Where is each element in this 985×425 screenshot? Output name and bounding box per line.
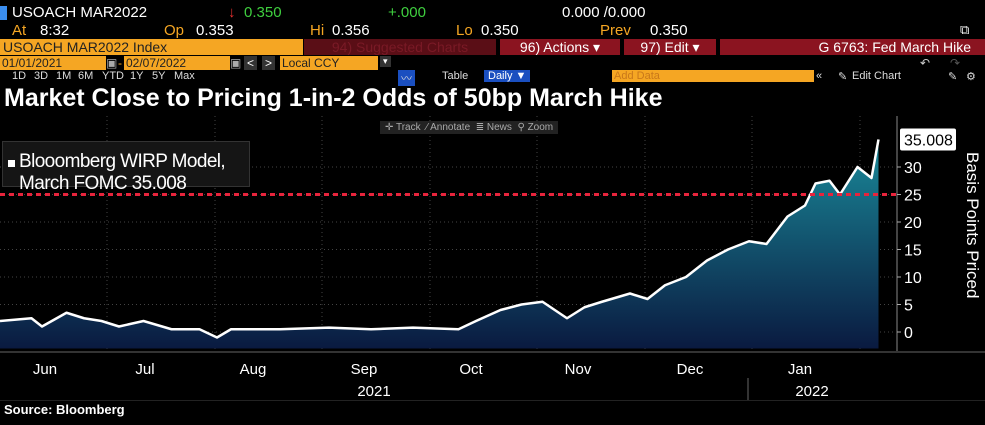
x-tick-label: Jun	[33, 361, 57, 378]
legend-label: Blooomberg WIRP Model, March FOMC 35.008	[19, 151, 226, 194]
edit-chart-button[interactable]: Edit Chart	[852, 70, 901, 82]
chart-name: G 6763: Fed March Hike	[720, 39, 985, 55]
redo-icon[interactable]: ↷	[950, 56, 961, 70]
chart-tools: ✛ Track ⁄ Annotate ≣ News ⚲ Zoom	[380, 121, 559, 134]
add-data-input[interactable]: Add Data	[612, 70, 814, 82]
prev-period-button[interactable]: <	[244, 56, 258, 70]
annotate-button[interactable]: ⁄ Annotate	[426, 122, 471, 133]
range-button-1y[interactable]: 1Y	[130, 70, 144, 82]
last-price: 0.350	[244, 4, 282, 21]
start-date-input[interactable]: 01/01/2021	[0, 56, 106, 70]
chart-area: 0 5 10 15 20 25 30 35.008 Jun Jul Aug Sep Oct Nov Dec J…	[0, 116, 985, 400]
undo-icon[interactable]: ↶	[920, 56, 931, 70]
time: 8:32	[40, 22, 70, 39]
suggested-charts-button[interactable]: 94) Suggested Charts	[304, 39, 496, 55]
hi-label: Hi	[310, 22, 325, 39]
series-line	[0, 139, 880, 339]
pencil-icon: ✎	[838, 71, 848, 83]
range-button-ytd[interactable]: YTD	[102, 70, 124, 82]
source-label: Source: Bloomberg	[4, 402, 125, 417]
actions-button[interactable]: 96) Actions ▾	[500, 39, 620, 55]
track-button[interactable]: ✛ Track	[385, 122, 421, 133]
op-value: 0.353	[196, 22, 234, 39]
y-tick-label: 25	[904, 188, 922, 205]
x-year-label: 2022	[795, 383, 828, 400]
x-year-label: 2021	[357, 383, 390, 400]
x-tick-label: Jan	[788, 361, 812, 378]
chart-type-icon[interactable]: 〰	[398, 70, 415, 86]
news-button[interactable]: ≣ News	[475, 122, 512, 133]
y-tick-label: 5	[904, 298, 913, 315]
prev-label: Prev	[600, 22, 631, 39]
gear-icon[interactable]: ⚙	[966, 71, 976, 83]
x-tick-label: Dec	[677, 361, 704, 378]
date-bar: 01/01/2021 ▣ - 02/07/2022 ▣ < > Local CC…	[0, 56, 961, 70]
quote-line-2: At 8:32 Op 0.353 Hi 0.356 Lo 0.350 Prev …	[0, 22, 985, 40]
y-tick-label: 15	[904, 243, 922, 260]
last-value-badge	[900, 128, 956, 151]
range-button-3d[interactable]: 3D	[34, 70, 49, 82]
y-tick-label: 30	[904, 160, 922, 177]
op-label: Op	[164, 22, 185, 39]
legend: Blooomberg WIRP Model, March FOMC 35.008	[2, 141, 250, 194]
table-button[interactable]: Table	[442, 70, 469, 82]
x-tick-label: Jul	[135, 361, 154, 378]
y-axis-label: Basis Points Priced	[963, 152, 982, 299]
chart-title: Market Close to Pricing 1-in-2 Odds of 5…	[4, 84, 663, 112]
blue-marker-icon	[0, 6, 7, 20]
y-tick-label: 10	[904, 270, 922, 287]
collapse-icon[interactable]: «	[816, 70, 823, 82]
prev-value: 0.350	[650, 22, 688, 39]
bid-ask: 0.000 /0.000	[562, 4, 646, 21]
command-bar: USOACH MAR2022 Index 94) Suggested Chart…	[0, 39, 985, 55]
series-area	[0, 139, 879, 349]
down-arrow-icon: ↓	[228, 4, 236, 21]
legend-swatch	[8, 160, 15, 167]
at-label: At	[12, 22, 27, 39]
range-button-5y[interactable]: 5Y	[152, 70, 166, 82]
zoom-button[interactable]: ⚲ Zoom	[517, 122, 554, 133]
x-tick-label: Oct	[459, 361, 483, 378]
hi-value: 0.356	[332, 22, 370, 39]
currency-select[interactable]: Local CCY	[280, 56, 378, 70]
frequency-select[interactable]: Daily ▼	[484, 70, 531, 82]
range-button-6m[interactable]: 6M	[78, 70, 94, 82]
range-button-max[interactable]: Max	[174, 70, 195, 82]
next-period-button[interactable]: >	[262, 56, 276, 70]
popout-icon[interactable]: ⧉	[960, 22, 970, 37]
x-tick-label: Aug	[240, 361, 267, 378]
calendar-icon[interactable]: ▣	[230, 56, 242, 70]
net-change: +.000	[388, 4, 426, 21]
chevron-down-icon[interactable]: ▾	[380, 56, 391, 67]
range-button-1m[interactable]: 1M	[56, 70, 72, 82]
calendar-icon[interactable]: ▣	[106, 56, 118, 70]
x-tick-label: Sep	[351, 361, 378, 378]
edit-icon[interactable]: ✎	[948, 71, 958, 83]
x-tick-label: Nov	[565, 361, 592, 378]
security-field[interactable]: USOACH MAR2022 Index	[0, 39, 303, 55]
edit-button[interactable]: 97) Edit ▾	[624, 39, 716, 55]
y-tick-label: 20	[904, 215, 922, 232]
y-tick-label: 0	[904, 325, 913, 342]
lo-value: 0.350	[481, 22, 519, 39]
lo-label: Lo	[456, 22, 473, 39]
ticker-symbol: USOACH MAR2022	[12, 4, 148, 21]
range-button-1d[interactable]: 1D	[12, 70, 27, 82]
end-date-input[interactable]: 02/07/2022	[124, 56, 230, 70]
last-value-label: 35.008	[904, 132, 953, 149]
quote-line-1: USOACH MAR2022 ↓ 0.350 +.000 0.000 /0.00…	[0, 4, 985, 22]
range-bar: Daily ▼ 〰 Table Add Data « ✎ Edit Chart …	[0, 70, 985, 86]
